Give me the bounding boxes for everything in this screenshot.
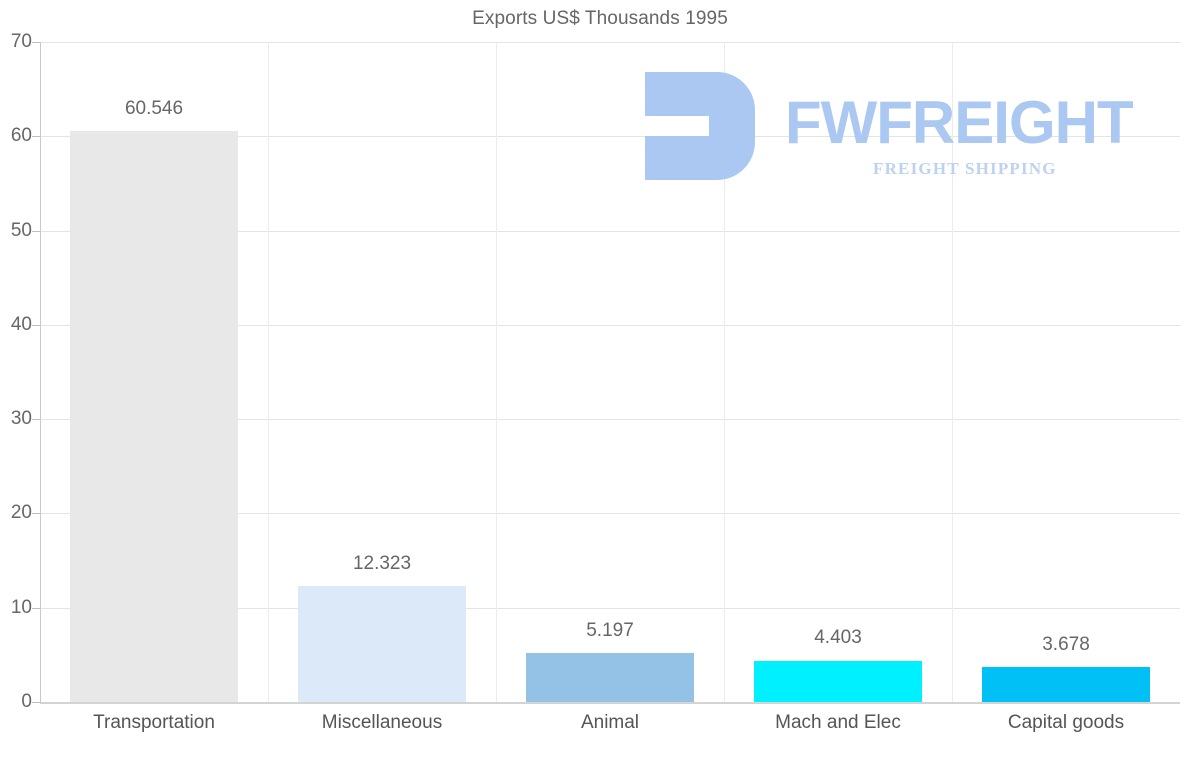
y-axis-label: 10: [10, 596, 32, 618]
bar-value-label: 4.403: [814, 627, 862, 649]
bar[interactable]: [754, 660, 922, 702]
y-axis-tick: [32, 324, 40, 326]
y-axis-label: 50: [10, 219, 32, 241]
gridline: [40, 702, 1180, 703]
bar-value-label: 5.197: [586, 619, 634, 641]
y-axis-tick: [32, 607, 40, 609]
gridline: [40, 230, 1180, 232]
x-axis-label: Miscellaneous: [321, 712, 443, 733]
bar-value-label: 60.546: [124, 98, 184, 120]
bar[interactable]: [982, 667, 1150, 702]
category-separator: [952, 42, 953, 702]
gridline: [40, 136, 1180, 138]
x-axis-label: Animal: [580, 712, 640, 733]
category-separator: [724, 42, 725, 702]
y-axis-tick: [32, 230, 40, 232]
gridline: [40, 419, 1180, 421]
y-axis-tick: [32, 513, 40, 515]
y-axis-line: [40, 42, 41, 703]
y-axis-label: 70: [10, 31, 32, 52]
y-axis-label: 40: [10, 313, 32, 335]
bar-value-label: 12.323: [352, 552, 412, 574]
y-axis-label: 20: [10, 502, 32, 524]
gridline: [40, 607, 1180, 609]
y-axis-label: 60: [10, 125, 32, 147]
y-axis-tick: [32, 419, 40, 421]
y-axis-tick: [32, 136, 40, 138]
gridline: [40, 324, 1180, 326]
bar[interactable]: [526, 653, 694, 702]
x-axis-label: Transportation: [93, 712, 215, 733]
category-separator: [268, 42, 269, 702]
gridline: [40, 513, 1180, 515]
x-axis-label: Capital goods: [1007, 712, 1125, 733]
gridline: [40, 42, 1180, 43]
plot-area: 60.546 12.323 5.197 4.403 3.678: [40, 42, 1180, 703]
bar[interactable]: [298, 585, 466, 702]
y-axis-label: 30: [10, 408, 32, 430]
y-axis-tick: [32, 702, 40, 703]
bar-value-label: 3.678: [1042, 634, 1090, 656]
x-axis-label: Mach and Elec: [775, 712, 901, 733]
chart-title: Exports US$ Thousands 1995: [472, 8, 728, 29]
y-axis-label: 0: [21, 691, 32, 712]
y-axis-tick: [32, 42, 40, 43]
x-axis-line: [40, 703, 1180, 704]
category-separator: [496, 42, 497, 702]
bar[interactable]: [70, 131, 238, 702]
